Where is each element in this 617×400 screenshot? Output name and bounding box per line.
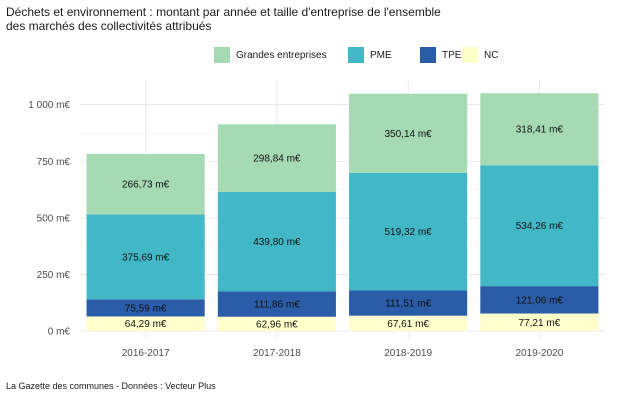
legend-swatch	[214, 47, 230, 63]
chart-title: Déchets et environnement : montant par a…	[6, 5, 441, 33]
data-label: 111,51 m€	[385, 299, 431, 310]
bar-segment	[217, 124, 336, 192]
bar-segment	[86, 214, 205, 300]
x-tick-label: 2018-2019	[384, 348, 432, 359]
bar-group: 67,61 m€ 111,51 m€ 519,32 m€ 350,14 m€	[349, 93, 468, 331]
legend-label: Grandes entreprises	[236, 49, 327, 61]
bar-segment	[480, 93, 599, 166]
data-label: 77,21 m€	[519, 318, 561, 329]
data-label: 62,96 m€	[256, 319, 298, 330]
bar-group: 77,21 m€ 121,06 m€ 534,26 m€ 318,41 m€	[480, 93, 599, 331]
bar-segment	[217, 316, 336, 331]
x-tick-label: 2019-2020	[515, 348, 563, 359]
legend-item: PME	[348, 44, 392, 66]
legend-swatch	[348, 47, 364, 63]
data-label: 121,06 m€	[516, 295, 564, 306]
data-label: 67,61 m€	[387, 319, 429, 330]
chart-title-line-1: Déchets et environnement : montant par a…	[6, 5, 441, 19]
legend-label: TPE	[442, 49, 462, 61]
bar-segment	[86, 153, 205, 215]
bar-group: 64,29 m€ 75,59 m€ 375,69 m€ 266,73 m€	[86, 153, 205, 331]
y-tick-label: 500 m€	[37, 213, 71, 224]
data-label: 75,59 m€	[125, 303, 167, 314]
chart-title-line-2: des marchés des collectivités attribués	[6, 19, 212, 33]
data-label: 318,41 m€	[516, 125, 564, 136]
data-label: 534,26 m€	[516, 221, 564, 232]
legend-item: NC	[462, 44, 498, 66]
bar-segment	[86, 316, 205, 331]
bar-segment	[480, 165, 599, 287]
legend-label: NC	[484, 49, 499, 61]
bar-segment	[217, 291, 336, 317]
x-tick-label: 2017-2018	[253, 348, 301, 359]
bar-segment	[349, 290, 468, 316]
y-tick-label: 250 m€	[37, 270, 71, 281]
legend-item: Grandes entreprises	[214, 44, 327, 66]
data-label: 266,73 m€	[122, 180, 170, 191]
data-label: 375,69 m€	[122, 252, 170, 263]
legend-swatch	[420, 47, 436, 63]
bar-segment	[480, 286, 599, 314]
bar-segment	[480, 313, 599, 331]
bar-segment	[349, 172, 468, 291]
data-label: 111,86 m€	[254, 300, 300, 311]
data-label: 298,84 m€	[253, 154, 301, 165]
bar-group: 62,96 m€ 111,86 m€ 439,80 m€ 298,84 m€	[217, 124, 336, 331]
legend-swatch	[462, 47, 478, 63]
data-label: 350,14 m€	[384, 129, 432, 140]
data-label: 439,80 m€	[253, 237, 301, 248]
y-tick-label: 750 m€	[37, 157, 71, 168]
bar-segment	[217, 191, 336, 292]
legend-label: PME	[370, 49, 392, 61]
bar-segment	[349, 93, 468, 173]
y-tick-label: 1 000 m€	[28, 100, 70, 111]
x-tick-label: 2016-2017	[122, 348, 170, 359]
source-caption: La Gazette des communes - Données : Vect…	[6, 381, 216, 391]
y-tick-label: 0 m€	[48, 327, 71, 338]
legend-item: TPE	[420, 44, 461, 66]
data-label: 64,29 m€	[125, 319, 167, 330]
data-label: 519,32 m€	[384, 227, 432, 238]
bar-segment	[349, 315, 468, 331]
bar-segment	[86, 299, 205, 317]
chart-legend: Grandes entreprises PME TPE NC	[0, 44, 617, 66]
